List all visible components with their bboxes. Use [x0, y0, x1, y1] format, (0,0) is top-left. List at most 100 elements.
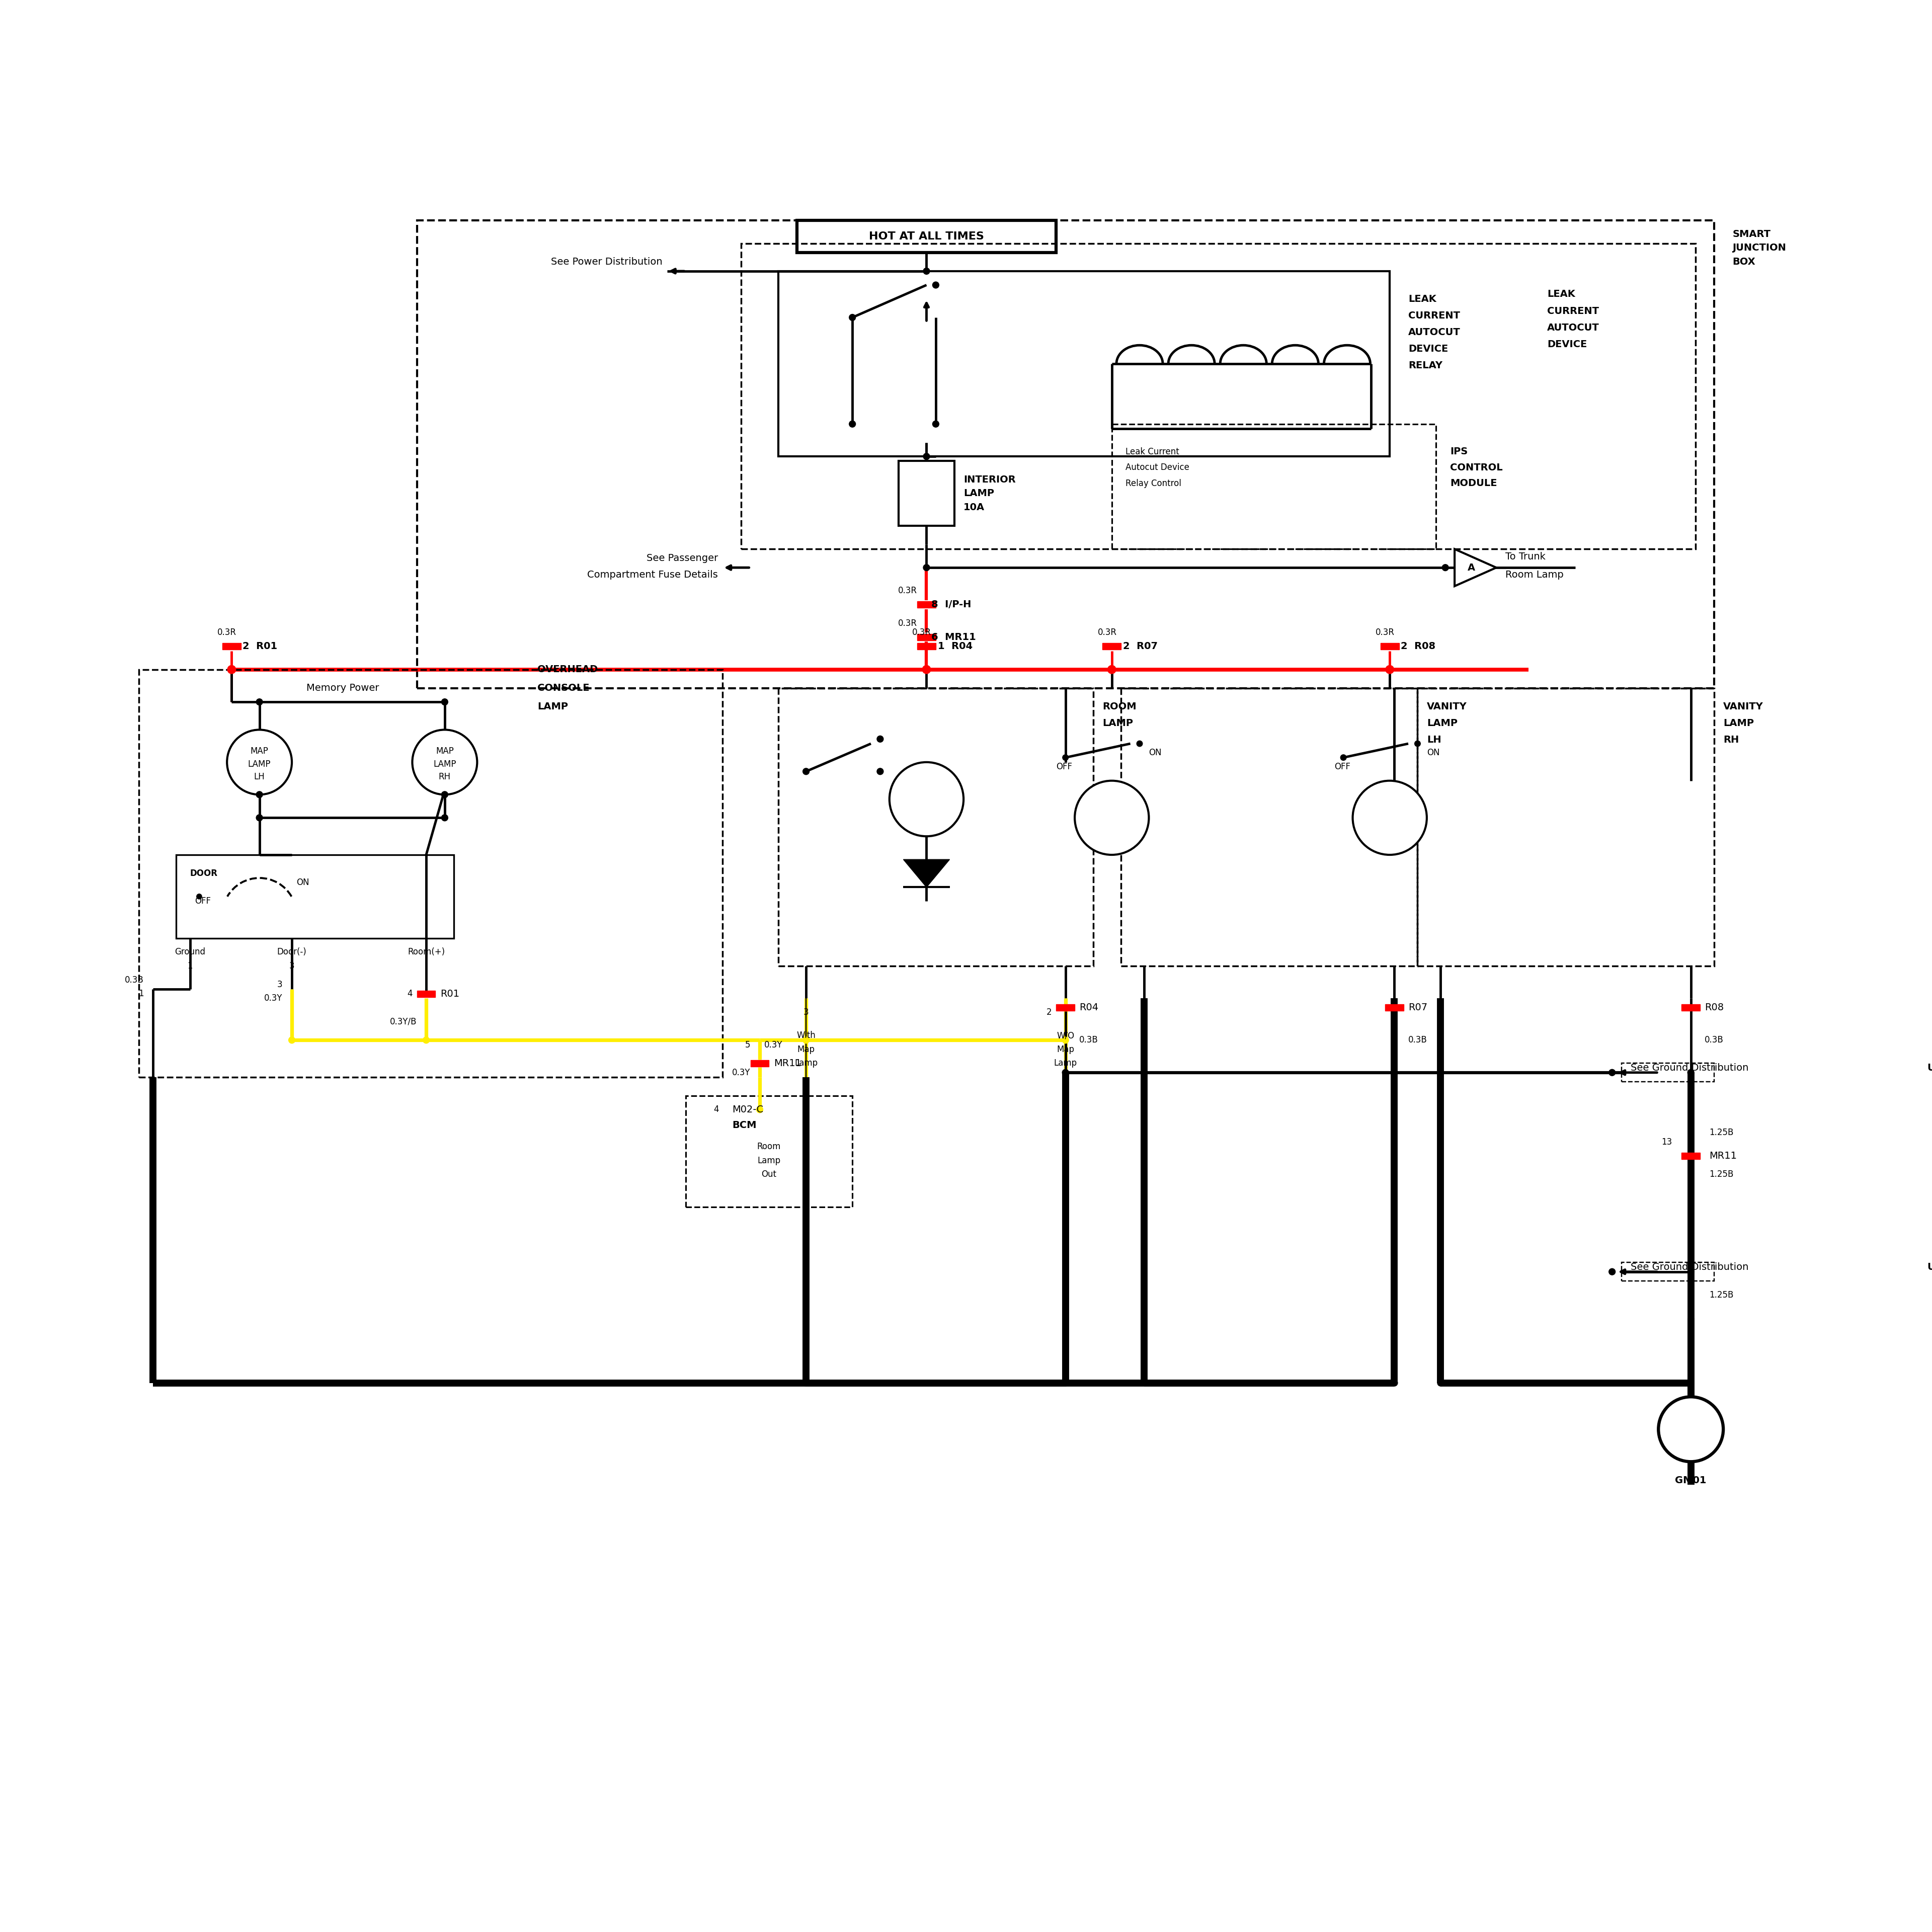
- Text: 1: 1: [1437, 1009, 1443, 1016]
- Circle shape: [1063, 755, 1068, 761]
- Text: R01: R01: [440, 989, 460, 999]
- Circle shape: [1689, 1379, 1694, 1385]
- Text: See Passenger: See Passenger: [647, 554, 719, 562]
- Circle shape: [877, 736, 883, 742]
- Bar: [750, 1061, 769, 1066]
- Circle shape: [442, 815, 448, 821]
- Text: 2  R07: 2 R07: [1122, 641, 1157, 651]
- Text: LH: LH: [253, 773, 265, 782]
- Text: 0.3R: 0.3R: [218, 628, 236, 638]
- Text: Lamp: Lamp: [757, 1155, 781, 1165]
- Text: 1.25B: 1.25B: [1710, 1128, 1733, 1138]
- Text: LAMP: LAMP: [1723, 719, 1754, 728]
- Text: With: With: [796, 1032, 815, 1039]
- Text: 1  R04: 1 R04: [937, 641, 972, 651]
- Circle shape: [923, 564, 929, 570]
- Circle shape: [1063, 1379, 1068, 1385]
- Circle shape: [197, 895, 201, 898]
- Text: 3: 3: [804, 1009, 810, 1016]
- Circle shape: [257, 815, 263, 821]
- Circle shape: [257, 792, 263, 798]
- Text: M02-C: M02-C: [732, 1105, 763, 1115]
- Bar: [176, 854, 454, 939]
- Text: JUNCTION: JUNCTION: [1733, 243, 1787, 253]
- Circle shape: [889, 761, 964, 837]
- Bar: [918, 643, 935, 649]
- Circle shape: [1385, 665, 1393, 674]
- Bar: [918, 634, 935, 639]
- Text: 10A: 10A: [964, 502, 985, 512]
- Text: MAP: MAP: [437, 746, 454, 755]
- Circle shape: [1689, 1068, 1694, 1076]
- Circle shape: [804, 769, 810, 775]
- Text: INTERIOR: INTERIOR: [964, 475, 1016, 485]
- Text: RH: RH: [439, 773, 450, 782]
- Bar: [1103, 643, 1121, 649]
- Text: 1.25B: 1.25B: [1710, 1291, 1733, 1300]
- Text: VANITY: VANITY: [1428, 701, 1466, 711]
- Circle shape: [1658, 1397, 1723, 1463]
- Circle shape: [1352, 781, 1428, 854]
- Text: DOOR: DOOR: [189, 869, 218, 877]
- Text: MR11: MR11: [773, 1059, 802, 1068]
- Polygon shape: [1455, 549, 1495, 585]
- Bar: [139, 670, 723, 1078]
- Text: W/O: W/O: [1057, 1032, 1074, 1039]
- Text: R08: R08: [1704, 1003, 1723, 1012]
- Text: LEAK: LEAK: [1408, 294, 1435, 303]
- Circle shape: [1074, 781, 1150, 854]
- Text: 0.3Y: 0.3Y: [265, 993, 282, 1003]
- Circle shape: [1107, 665, 1117, 674]
- Circle shape: [922, 665, 931, 674]
- Bar: [1381, 643, 1399, 649]
- Text: See Power Distribution: See Power Distribution: [551, 257, 663, 267]
- Text: ROOM: ROOM: [1103, 701, 1136, 711]
- Text: 1: 1: [139, 989, 143, 999]
- Text: Lamp: Lamp: [1053, 1059, 1076, 1068]
- Circle shape: [1414, 740, 1420, 746]
- Text: LAMP: LAMP: [964, 489, 995, 498]
- Circle shape: [923, 269, 929, 274]
- Text: LAMP: LAMP: [433, 759, 456, 769]
- Text: Ground: Ground: [174, 947, 205, 956]
- Circle shape: [423, 1037, 429, 1043]
- Text: GM01: GM01: [1675, 1476, 1706, 1486]
- Circle shape: [442, 792, 448, 798]
- Bar: [222, 643, 242, 649]
- Circle shape: [1391, 1068, 1397, 1076]
- Text: 0.3R: 0.3R: [1376, 628, 1395, 638]
- Text: LAMP: LAMP: [537, 701, 568, 711]
- Bar: [742, 243, 1696, 549]
- Text: LAMP: LAMP: [1103, 719, 1134, 728]
- Text: 1: 1: [187, 962, 193, 970]
- Bar: [1681, 1153, 1700, 1159]
- Circle shape: [877, 769, 883, 775]
- Text: 0.3B: 0.3B: [124, 976, 143, 985]
- Text: 0.3B: 0.3B: [1408, 1036, 1428, 1045]
- Text: CONSOLE: CONSOLE: [537, 684, 589, 694]
- Circle shape: [228, 665, 236, 674]
- Bar: [417, 220, 1714, 688]
- Circle shape: [1136, 740, 1142, 746]
- Bar: [1621, 1262, 1714, 1281]
- Circle shape: [1063, 1068, 1068, 1076]
- Text: 3: 3: [290, 962, 294, 970]
- Bar: [1057, 1005, 1074, 1010]
- Polygon shape: [904, 860, 951, 887]
- Text: 2  R01: 2 R01: [243, 641, 278, 651]
- Text: 0.3Y/B: 0.3Y/B: [390, 1016, 417, 1026]
- Text: RH: RH: [1723, 736, 1739, 744]
- Text: RELAY: RELAY: [1408, 361, 1443, 371]
- Text: CONTROL: CONTROL: [1449, 464, 1503, 471]
- Text: To Trunk: To Trunk: [1505, 553, 1546, 562]
- Text: MODULE: MODULE: [1449, 479, 1497, 489]
- Text: ON: ON: [1150, 748, 1161, 757]
- Text: VANITY: VANITY: [1723, 701, 1764, 711]
- Text: Room: Room: [757, 1142, 781, 1151]
- Text: URA: URA: [1926, 1063, 1932, 1072]
- Bar: [1111, 423, 1435, 549]
- Text: LAMP: LAMP: [1428, 719, 1457, 728]
- Text: CURRENT: CURRENT: [1408, 311, 1461, 321]
- Text: DEVICE: DEVICE: [1408, 344, 1449, 354]
- Text: 4: 4: [713, 1105, 719, 1115]
